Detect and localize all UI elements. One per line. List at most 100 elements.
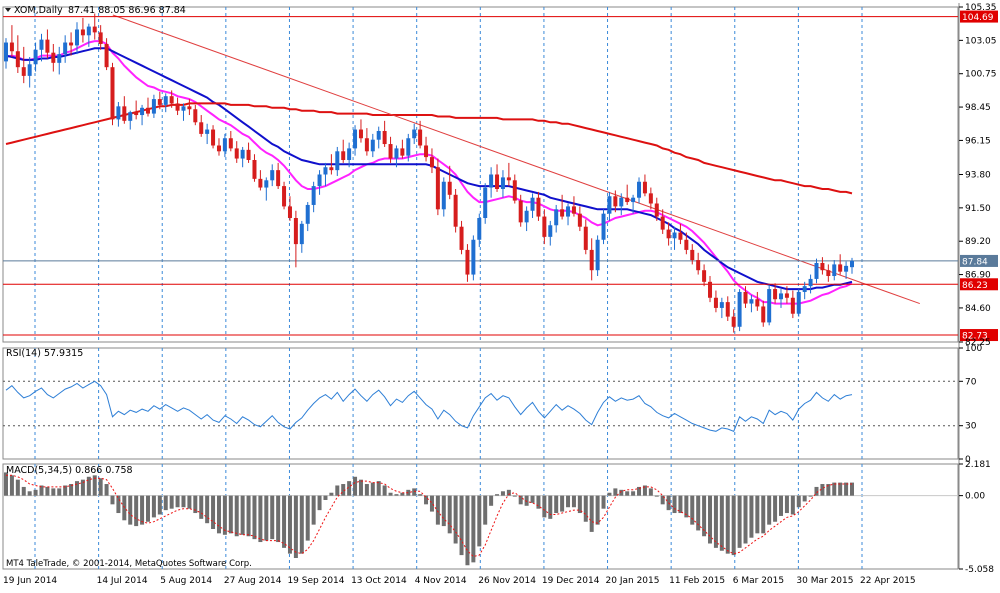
- candle-body: [690, 249, 695, 261]
- collapse-triangle-icon[interactable]: [5, 8, 11, 12]
- macd-bar: [80, 479, 85, 496]
- candle-body: [335, 151, 340, 171]
- candle-body: [542, 216, 547, 237]
- macd-bar: [743, 495, 748, 544]
- candle-body: [613, 196, 618, 207]
- macd-bar: [276, 495, 281, 543]
- macd-bar: [246, 495, 251, 537]
- candle-body: [654, 203, 659, 217]
- macd-bar: [364, 484, 369, 496]
- macd-bar: [784, 495, 789, 514]
- price-tick-label: 91.50: [965, 204, 991, 214]
- macd-bar: [51, 488, 56, 496]
- macd-bar: [370, 482, 375, 496]
- candle-body: [607, 196, 612, 214]
- macd-bar: [571, 495, 576, 508]
- candle-body: [755, 299, 760, 307]
- macd-bar: [465, 495, 470, 566]
- macd-bar: [122, 495, 127, 521]
- macd-bar: [731, 495, 736, 556]
- candle-body: [838, 264, 843, 272]
- candle-body: [737, 291, 742, 327]
- candle-body: [477, 218, 482, 240]
- macd-bar: [21, 486, 26, 496]
- level-label: 104.69: [962, 13, 994, 23]
- candle-body: [459, 226, 464, 250]
- rsi-tick-label: 100: [965, 344, 982, 354]
- candle-body: [571, 206, 576, 214]
- macd-bar: [211, 495, 216, 529]
- candle-body: [814, 262, 819, 279]
- candle-body: [441, 181, 446, 210]
- candle-body: [844, 265, 849, 272]
- macd-bar: [400, 492, 405, 496]
- candle-body: [151, 99, 156, 114]
- price-tick-label: 96.15: [965, 136, 991, 146]
- macd-bar: [654, 495, 659, 497]
- macd-bar: [826, 484, 831, 496]
- macd-bar: [222, 495, 227, 535]
- macd-bar: [441, 495, 446, 527]
- macd-bar: [471, 495, 476, 563]
- macd-bar: [92, 475, 97, 496]
- candle-body: [92, 26, 97, 33]
- candle-body: [258, 178, 263, 188]
- macd-bar: [216, 495, 221, 534]
- candle-body: [500, 177, 505, 190]
- macd-bar: [483, 495, 488, 525]
- macd-bar: [353, 476, 358, 496]
- macd-bar: [228, 495, 233, 534]
- macd-bar: [631, 491, 636, 496]
- macd-bar: [678, 495, 683, 514]
- candle-body: [382, 130, 387, 145]
- macd-bar: [435, 495, 440, 525]
- macd-bar: [690, 495, 695, 525]
- level-label: 82.73: [962, 332, 988, 342]
- macd-bar: [134, 495, 139, 527]
- macd-bar: [512, 495, 517, 497]
- candle-body: [388, 144, 393, 159]
- macd-bar: [595, 495, 600, 525]
- candle-body: [74, 29, 79, 46]
- time-tick-label: 19 Jun 2014: [3, 576, 57, 586]
- macd-bar: [57, 488, 62, 496]
- macd-bar: [193, 495, 198, 514]
- candle-body: [299, 223, 304, 245]
- macd-bar: [447, 495, 452, 534]
- candle-body: [311, 186, 316, 205]
- macd-bar: [761, 495, 766, 534]
- candle-body: [358, 129, 363, 139]
- macd-signal-line: [6, 474, 852, 558]
- candle-body: [790, 297, 795, 314]
- candle-body: [293, 218, 298, 245]
- macd-bar: [607, 492, 612, 496]
- level-label-box: [960, 254, 998, 267]
- vertical-grid: [34, 7, 863, 569]
- level-label: 87.84: [962, 257, 988, 267]
- candle-body: [808, 278, 813, 287]
- candle-body: [394, 148, 399, 159]
- rsi-tick-label: 0: [965, 455, 971, 465]
- candle-body: [86, 26, 91, 36]
- macd-bar: [145, 495, 150, 522]
- macd-bar: [157, 495, 162, 515]
- macd-bar: [725, 495, 730, 554]
- candle-body: [175, 103, 180, 111]
- macd-tick-label: 2.181: [965, 460, 991, 470]
- macd-bar: [495, 494, 500, 496]
- level-label-box: [960, 278, 998, 291]
- macd-bar: [199, 495, 204, 519]
- candle-body: [57, 54, 62, 63]
- macd-bar: [530, 495, 535, 503]
- candle-body: [15, 51, 20, 68]
- macd-bar: [453, 495, 458, 544]
- macd-bar: [560, 495, 565, 512]
- macd-bar: [382, 485, 387, 496]
- macd-bar: [110, 495, 115, 505]
- candle-body: [512, 180, 517, 201]
- candle-body: [560, 209, 565, 217]
- macd-bar: [27, 491, 32, 496]
- candle-body: [63, 42, 68, 55]
- resistance-trendline: [112, 14, 920, 305]
